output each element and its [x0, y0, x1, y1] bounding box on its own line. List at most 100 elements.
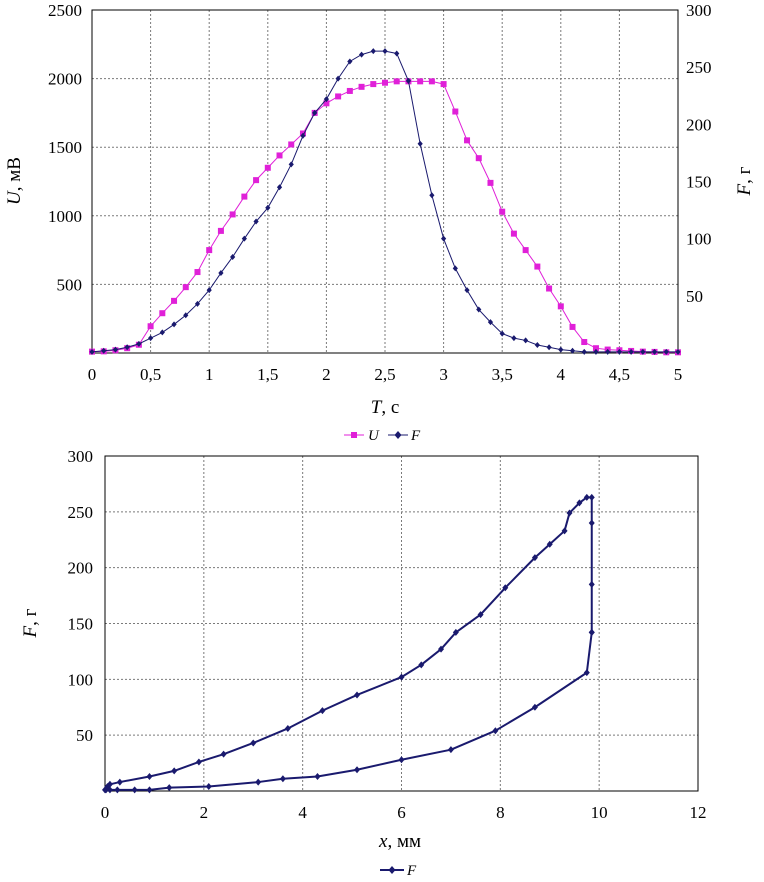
series-u-point-13 — [241, 193, 248, 200]
series-u-point-28 — [417, 78, 424, 85]
chart1-right-tick-labels: 50 100 150 200 250 300 — [686, 1, 712, 306]
chart1-right-tick-5: 300 — [686, 1, 712, 20]
series-u-point-42 — [581, 339, 588, 346]
chart2-series-f-point-4 — [146, 772, 153, 780]
legend-f-marker — [394, 431, 402, 439]
chart2-y-axis-label: F, г — [20, 608, 41, 638]
chart2-series-f-point-28 — [588, 628, 595, 636]
series-f-point-35 — [499, 330, 505, 337]
chart2-series-f-point-9 — [284, 724, 291, 732]
chart1-x-axis-label: T, c — [371, 397, 400, 418]
chart1-x-tick-labels: 0 0,5 1 1,5 2 2,5 3 3,5 4 4,5 5 — [88, 365, 683, 384]
series-u-point-14 — [253, 177, 260, 184]
chart2-series-f-point-16 — [477, 611, 484, 619]
chart2-gridlines — [105, 456, 698, 791]
chart1-right-tick-3: 200 — [686, 115, 712, 134]
series-u-point-26 — [393, 78, 400, 85]
chart2-series-f-point-44 — [102, 786, 109, 794]
series-u-point-40 — [557, 303, 564, 310]
legend-u-marker — [351, 432, 357, 438]
chart1-x-tick-6: 3 — [439, 365, 448, 384]
series-u-point-29 — [428, 78, 435, 85]
chart2-y-tick-5: 300 — [68, 447, 94, 466]
series-u-point-11 — [217, 227, 224, 234]
chart2-series-f-line — [104, 496, 593, 791]
chart1-x-tick-9: 4,5 — [609, 365, 630, 384]
chart2-x-tick-4: 8 — [496, 803, 505, 822]
series-u-point-38 — [534, 263, 541, 270]
series-f-point-36 — [511, 335, 517, 342]
series-f-point-11 — [218, 269, 224, 276]
chart1-left-tick-labels: 500 1000 1500 2000 2500 — [48, 1, 82, 294]
series-f-point-33 — [476, 306, 482, 313]
chart2-series-f-point-34 — [354, 766, 361, 774]
series-f-point-26 — [394, 50, 400, 57]
chart2-x-tick-3: 6 — [397, 803, 406, 822]
series-f-point-10 — [206, 287, 212, 294]
chart-u-f-vs-time: 0 0,5 1 1,5 2 2,5 3 3,5 4 4,5 5 500 1000 1500 2000 250… — [4, 1, 755, 444]
series-f-point-31 — [452, 265, 458, 272]
series-f-point-43 — [593, 348, 599, 355]
chart2-x-axis-label: x, мм — [378, 831, 421, 852]
chart1-left-tick-4: 2500 — [48, 1, 82, 20]
chart1-x-tick-4: 2 — [322, 365, 331, 384]
series-f-point-6 — [159, 329, 165, 336]
series-f-point-39 — [546, 344, 552, 351]
chart2-series-f-point-6 — [195, 758, 202, 766]
chart1-left-tick-1: 1000 — [48, 207, 82, 226]
chart2-plot-frame — [104, 455, 699, 792]
chart2-series-f-point-40 — [146, 786, 153, 794]
series-u-point-39 — [546, 285, 553, 292]
chart2-series-f-point-13 — [418, 661, 425, 669]
series-f-point-25 — [382, 48, 388, 55]
chart2-series-f-point-36 — [279, 775, 286, 783]
series-u-point-25 — [382, 79, 388, 86]
series-u-point-41 — [569, 323, 576, 330]
series-u-point-31 — [452, 108, 459, 115]
series-u-point-16 — [276, 152, 283, 159]
chart2-series-f-point-12 — [398, 673, 405, 681]
series-f-point-28 — [417, 140, 423, 147]
chart1-left-axis-label: U, мВ — [4, 157, 25, 205]
series-f-point-50 — [675, 348, 681, 355]
chart2-series-f-point-29 — [583, 669, 590, 677]
chart2-series-f-point-41 — [131, 786, 138, 794]
chart2-series-f-point-24 — [588, 493, 595, 501]
legend-entry-u: U — [344, 428, 380, 444]
chart1-x-tick-0: 0 — [88, 365, 97, 384]
chart2-series-f-point-35 — [314, 772, 321, 780]
chart1-left-tick-0: 500 — [57, 275, 83, 294]
chart1-series — [89, 48, 681, 356]
series-f-point-42 — [581, 348, 587, 355]
chart1-right-axis-label: F, г — [734, 166, 755, 196]
chart2-y-tick-1: 100 — [68, 670, 94, 689]
series-f-point-48 — [651, 348, 658, 355]
series-f-point-4 — [136, 340, 142, 347]
chart2-x-tick-0: 0 — [101, 803, 110, 822]
chart2-series-f-point-25 — [588, 519, 595, 527]
series-f-point-45 — [616, 348, 622, 355]
chart2-y-tick-0: 50 — [76, 726, 93, 745]
chart1-left-tick-2: 1500 — [48, 138, 82, 157]
series-f-point-19 — [312, 109, 318, 116]
chart2-y-tick-4: 250 — [68, 503, 94, 522]
chart2-series-f-point-20 — [561, 527, 568, 535]
series-f-point-46 — [628, 348, 634, 355]
series-u-point-43 — [592, 345, 599, 352]
series-f-point-23 — [358, 51, 365, 58]
chart-f-vs-displacement: 0 2 4 6 8 10 12 50 100 150 200 250 300 x, мм F, г F — [20, 447, 707, 879]
chart2-series-f-point-38 — [205, 783, 212, 791]
series-f-point-32 — [464, 287, 470, 294]
series-f-point-12 — [230, 253, 236, 260]
legend-entry-f: F — [388, 428, 421, 444]
chart2-y-tick-labels: 50 100 150 200 250 300 — [68, 447, 94, 745]
chart2-x-tick-5: 10 — [591, 803, 608, 822]
chart2-series-f-point-21 — [566, 509, 573, 517]
series-u-point-17 — [288, 141, 295, 148]
series-u-point-8 — [182, 284, 189, 291]
series-f-point-20 — [323, 96, 329, 103]
series-f-point-29 — [429, 192, 435, 199]
chart2-series-f-point-3 — [116, 778, 123, 786]
chart2-series-f-point-37 — [255, 778, 262, 786]
